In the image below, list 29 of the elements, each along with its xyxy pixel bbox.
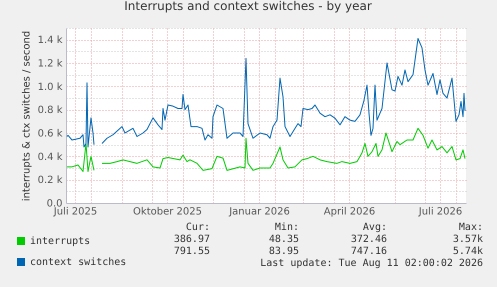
text: 372.46 <box>350 234 387 245</box>
y-tick-label: 0.8 k <box>38 105 63 116</box>
y-tick-label: 0.2 k <box>38 175 63 186</box>
y-tick-label: 1.0 k <box>38 82 63 93</box>
text: 48.35 <box>268 234 299 245</box>
legend-label: interrupts <box>30 236 90 247</box>
text: 386.97 <box>174 234 210 245</box>
y-tick-label: 1.4 k <box>38 35 63 46</box>
text: 791.55 <box>174 246 210 257</box>
text: Last update: Tue Aug 11 02:00:02 2026 <box>260 258 483 269</box>
y-tick-label: 0.4 k <box>38 152 63 163</box>
y-axis-title: interrupts & ctx switches / second <box>22 30 33 202</box>
text: 747.16 <box>350 246 387 257</box>
legend-label: context switches <box>30 257 126 268</box>
x-tick-label: Juli 2026 <box>418 206 462 218</box>
text: Min: <box>274 222 299 233</box>
x-tick-label: Juli 2025 <box>52 206 98 218</box>
y-tick-label: 0.6 k <box>38 128 63 140</box>
chart-title: Interrupts and context switches - by year <box>124 0 372 13</box>
text: 83.95 <box>268 246 299 257</box>
x-tick-label: April 2026 <box>324 206 376 218</box>
x-tick-label: Oktober 2025 <box>133 206 202 218</box>
text: 3.57k <box>452 234 483 245</box>
text: Max: <box>458 222 483 233</box>
text: 5.74k <box>452 246 483 257</box>
y-tick-label: 1.2 k <box>38 58 63 70</box>
x-tick-label: Januar 2026 <box>228 206 290 218</box>
text: Avg: <box>362 222 387 233</box>
text: Cur: <box>186 222 210 233</box>
